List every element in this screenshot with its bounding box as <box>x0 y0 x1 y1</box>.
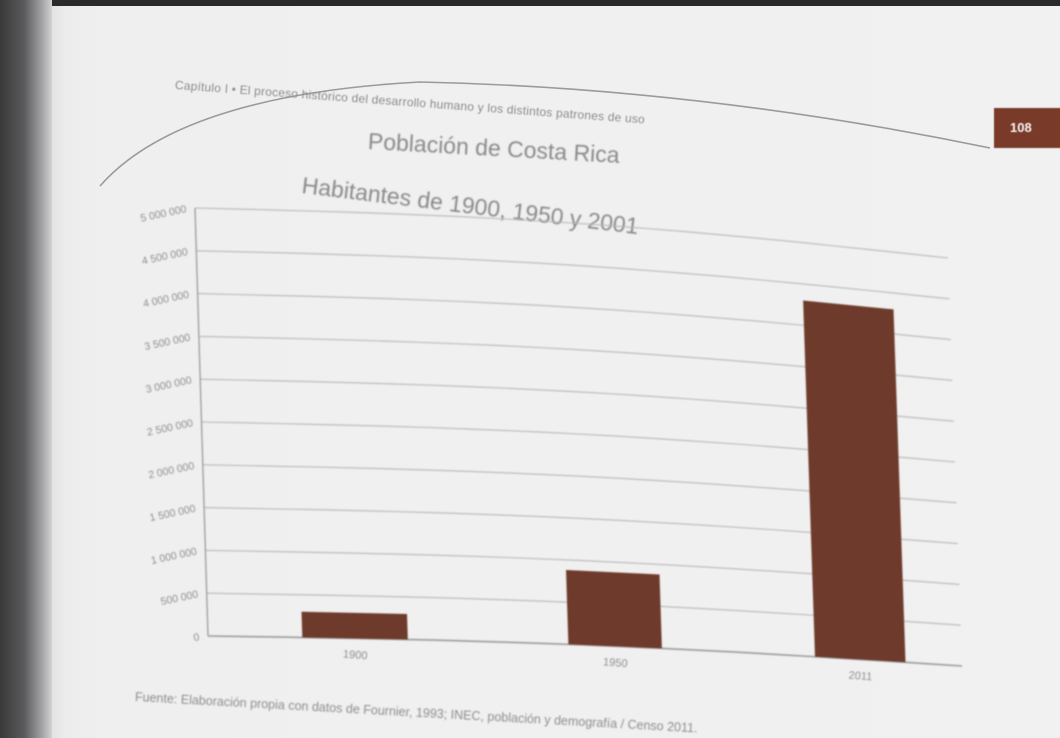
y-tick-label: 500 000 <box>160 588 200 608</box>
y-tick-label: 3 000 000 <box>145 374 193 395</box>
y-axis-line <box>194 207 209 637</box>
y-tick-label: 4 000 000 <box>142 289 190 310</box>
gridline <box>194 207 949 259</box>
y-tick-label: 5 000 000 <box>139 203 187 224</box>
y-tick-label: 1 500 000 <box>149 503 197 524</box>
y-tick-label: 0 <box>192 631 200 644</box>
header-rule <box>99 81 991 187</box>
y-tick-label: 2 000 000 <box>147 460 195 481</box>
bar-2011 <box>803 300 906 663</box>
x-tick-label: 2011 <box>848 670 872 684</box>
y-tick-label: 1 000 000 <box>150 546 198 567</box>
bar-1900 <box>301 611 408 640</box>
y-tick-label: 3 500 000 <box>143 332 191 353</box>
x-tick-label: 1900 <box>343 649 368 663</box>
y-tick-label: 4 500 000 <box>141 246 189 267</box>
y-tick-label: 2 500 000 <box>146 417 194 438</box>
book-gutter <box>0 0 52 738</box>
bar-1950 <box>566 570 662 649</box>
gridline <box>196 250 950 300</box>
x-tick-label: 1950 <box>603 656 628 670</box>
page-number-badge: 108 <box>994 108 1060 148</box>
